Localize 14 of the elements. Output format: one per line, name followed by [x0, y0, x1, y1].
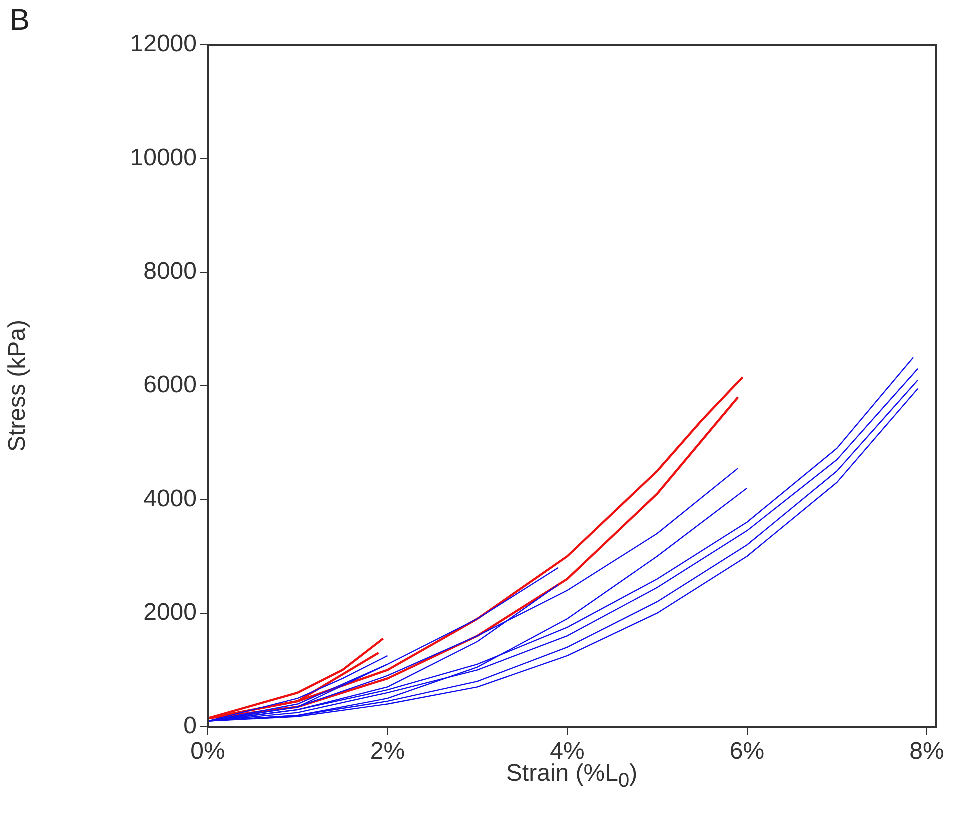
y-tick-label: 4000	[144, 485, 197, 512]
y-tick-label: 0	[184, 712, 197, 740]
x-tick-label: 8%	[910, 738, 944, 766]
y-tick-label: 12000	[130, 30, 197, 58]
text: B	[10, 4, 30, 38]
y-tick-label: 6000	[144, 372, 197, 399]
y-tick-label: 2000	[144, 598, 197, 626]
x-axis-title: Strain (%L$_{0}$)	[506, 760, 638, 792]
y-tick-label: 10000	[130, 144, 197, 172]
y-tick-label: 8000	[144, 258, 197, 285]
x-tick-label: 0%	[190, 738, 226, 766]
x-tick-label: 2%	[370, 738, 406, 766]
y-axis-title: Stress (kPa)	[4, 320, 32, 452]
x-tick-label: 6%	[730, 738, 765, 766]
